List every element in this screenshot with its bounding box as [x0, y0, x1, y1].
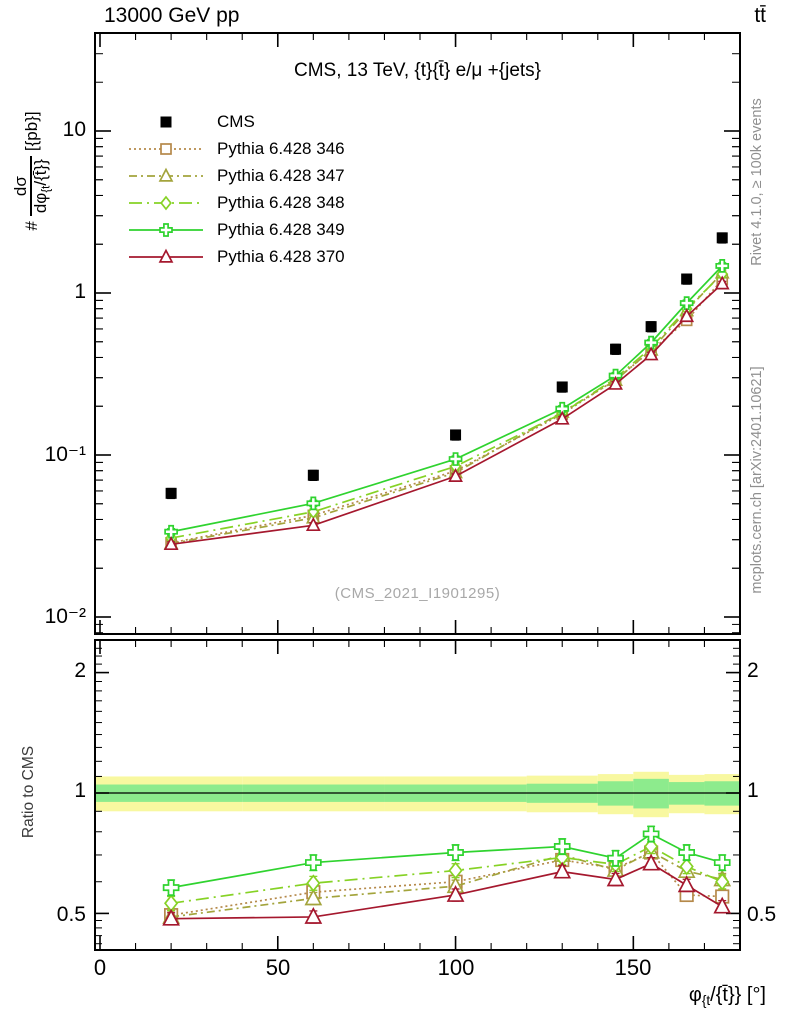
ratio-ytick-right-05: 0.5: [747, 903, 777, 926]
legend-item-pythia-348: Pythia 6.428 348: [127, 189, 345, 216]
xtick-150: 150: [614, 955, 652, 980]
legend-label: Pythia 6.428 346: [217, 138, 345, 158]
legend-marker-pythia-346: [127, 139, 205, 159]
legend-marker-cms: [127, 112, 205, 132]
main-series-cms: [165, 232, 728, 500]
legend-marker-pythia-347: [127, 166, 205, 186]
legend-label: Pythia 6.428 349: [217, 219, 345, 239]
beam-energy-label: 13000 GeV pp: [104, 4, 240, 27]
legend-marker-pythia-349: [127, 220, 205, 240]
ratio-ytick-left-05: 0.5: [56, 903, 86, 926]
ratio-ytick-left-2: 2: [74, 659, 86, 682]
legend-label: Pythia 6.428 348: [217, 192, 345, 212]
process-label: tt̄: [754, 4, 766, 27]
legend-item-cms: CMS: [127, 108, 345, 135]
main-series-pythia-6-428-347: [163, 264, 730, 550]
x-axis-label: φ{t/{t̄}} [°]: [688, 984, 766, 1009]
xtick-100: 100: [437, 955, 475, 980]
legend-label: CMS: [217, 111, 255, 131]
ratio-series-pythia-6-428-348: [164, 837, 730, 913]
ratio-ytick-right-2: 2: [747, 659, 759, 682]
legend-label: Pythia 6.428 347: [217, 165, 345, 185]
rivet-version-note: Rivet 4.1.0, ≥ 100k events: [749, 98, 765, 266]
ratio-ytick-right-1: 1: [747, 779, 759, 802]
legend-marker-pythia-370: [127, 247, 205, 267]
main-ytick-10: 10: [62, 118, 86, 141]
main-ytick-1e-1: 10⁻¹: [44, 443, 86, 466]
axis-ticks: [95, 33, 740, 950]
legend-item-pythia-349: Pythia 6.428 349: [127, 216, 345, 243]
main-ytick-1: 1: [74, 280, 86, 303]
plot-title: CMS, 13 TeV, {t}{t̄} e/μ +{jets}: [293, 60, 542, 81]
main-series-pythia-6-428-370: [163, 275, 730, 551]
legend-marker-pythia-348: [127, 193, 205, 213]
main-series-pythia-6-428-348: [165, 266, 729, 546]
main-series-pythia-6-428-349: [164, 259, 730, 539]
legend-label: Pythia 6.428 370: [217, 246, 345, 266]
panel-frames: [94, 32, 741, 951]
legend: CMS Pythia 6.428 346 Pythia 6.428 347 Py…: [127, 108, 345, 270]
ratio-uncertainty-bands: [95, 771, 740, 818]
legend-item-pythia-346: Pythia 6.428 346: [127, 135, 345, 162]
main-series-pythia-6-428-346: [165, 273, 729, 549]
xtick-0: 0: [93, 955, 107, 980]
xtick-50: 50: [265, 955, 291, 980]
mcplots-arxiv-note: mcplots.cern.ch [arXiv:2401.10621]: [749, 366, 765, 594]
legend-item-pythia-370: Pythia 6.428 370: [127, 243, 345, 270]
ratio-series-pythia-6-428-370: [162, 853, 732, 926]
legend-item-pythia-347: Pythia 6.428 347: [127, 162, 345, 189]
main-ytick-1e-2: 10⁻²: [44, 605, 86, 628]
main-y-axis-label: # dσ dφ{t/{t̄}} [{pb}]: [10, 111, 53, 231]
ratio-series-pythia-6-428-347: [162, 841, 732, 924]
analysis-id-watermark: (CMS_2021_I1901295): [334, 585, 501, 602]
ratio-series-pythia-6-428-349: [162, 825, 731, 897]
ratio-ytick-left-1: 1: [74, 779, 86, 802]
